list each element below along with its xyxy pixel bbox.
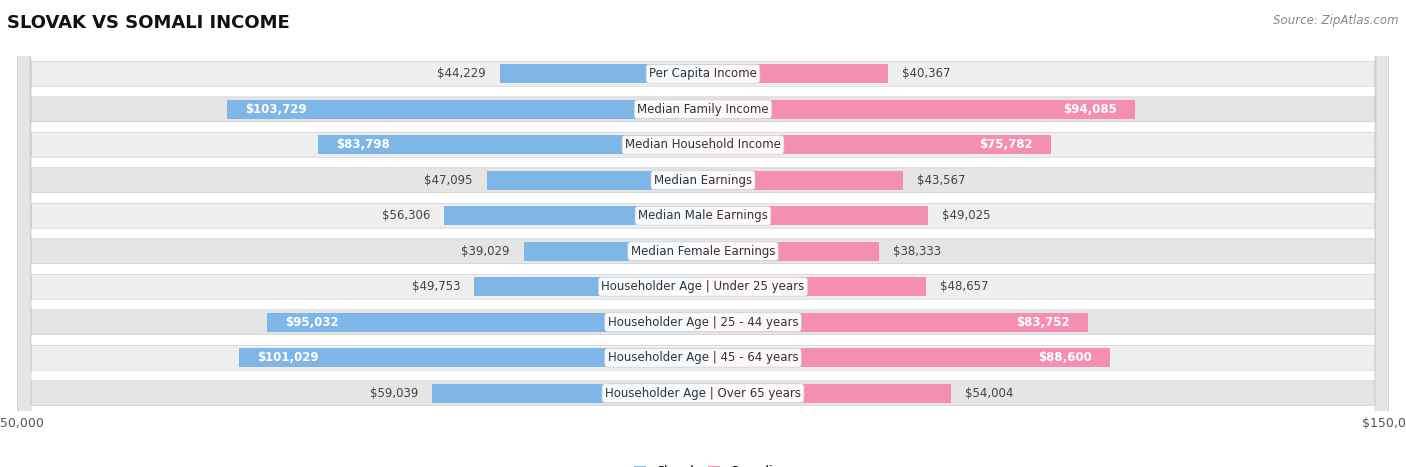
FancyBboxPatch shape [17, 0, 1389, 467]
Text: $83,798: $83,798 [336, 138, 391, 151]
Text: $39,029: $39,029 [461, 245, 510, 258]
Legend: Slovak, Somali: Slovak, Somali [628, 460, 778, 467]
FancyBboxPatch shape [17, 0, 1389, 467]
Bar [318, 135, 703, 154]
Text: Householder Age | 25 - 44 years: Householder Age | 25 - 44 years [607, 316, 799, 329]
Text: $94,085: $94,085 [1063, 103, 1116, 116]
Bar [486, 171, 703, 190]
Bar [444, 206, 703, 225]
Text: Householder Age | Over 65 years: Householder Age | Over 65 years [605, 387, 801, 400]
Bar [474, 277, 703, 296]
Bar [703, 277, 927, 296]
Text: Median Male Earnings: Median Male Earnings [638, 209, 768, 222]
Bar [239, 348, 703, 367]
Text: $88,600: $88,600 [1038, 351, 1091, 364]
FancyBboxPatch shape [17, 0, 1389, 467]
Bar [703, 384, 950, 403]
Text: $49,753: $49,753 [412, 280, 461, 293]
Text: $56,306: $56,306 [382, 209, 430, 222]
Bar [703, 242, 879, 261]
FancyBboxPatch shape [17, 0, 1389, 467]
Text: Median Household Income: Median Household Income [626, 138, 780, 151]
Text: $101,029: $101,029 [257, 351, 319, 364]
FancyBboxPatch shape [17, 0, 1389, 467]
Text: $59,039: $59,039 [370, 387, 418, 400]
Text: Median Female Earnings: Median Female Earnings [631, 245, 775, 258]
FancyBboxPatch shape [17, 0, 1389, 467]
Bar [501, 64, 703, 83]
Text: $75,782: $75,782 [979, 138, 1032, 151]
Bar [703, 100, 1135, 119]
Text: Per Capita Income: Per Capita Income [650, 67, 756, 80]
Bar [703, 313, 1088, 332]
Bar [703, 171, 903, 190]
Text: Median Earnings: Median Earnings [654, 174, 752, 187]
Text: $83,752: $83,752 [1015, 316, 1070, 329]
Text: $54,004: $54,004 [965, 387, 1014, 400]
Bar [226, 100, 703, 119]
Text: $48,657: $48,657 [941, 280, 988, 293]
Bar [703, 206, 928, 225]
Text: $38,333: $38,333 [893, 245, 941, 258]
Bar [703, 135, 1052, 154]
FancyBboxPatch shape [17, 0, 1389, 467]
Text: $40,367: $40,367 [903, 67, 950, 80]
Bar [267, 313, 703, 332]
Text: $43,567: $43,567 [917, 174, 966, 187]
Bar [703, 64, 889, 83]
Text: Median Family Income: Median Family Income [637, 103, 769, 116]
FancyBboxPatch shape [17, 0, 1389, 467]
FancyBboxPatch shape [17, 0, 1389, 467]
Text: $103,729: $103,729 [245, 103, 307, 116]
Text: $95,032: $95,032 [285, 316, 339, 329]
Text: $49,025: $49,025 [942, 209, 990, 222]
Text: Householder Age | 45 - 64 years: Householder Age | 45 - 64 years [607, 351, 799, 364]
FancyBboxPatch shape [17, 0, 1389, 467]
Bar [432, 384, 703, 403]
Text: Householder Age | Under 25 years: Householder Age | Under 25 years [602, 280, 804, 293]
Text: SLOVAK VS SOMALI INCOME: SLOVAK VS SOMALI INCOME [7, 14, 290, 32]
Text: Source: ZipAtlas.com: Source: ZipAtlas.com [1274, 14, 1399, 27]
Text: $47,095: $47,095 [425, 174, 472, 187]
Text: $44,229: $44,229 [437, 67, 486, 80]
Bar [703, 348, 1109, 367]
Bar [524, 242, 703, 261]
